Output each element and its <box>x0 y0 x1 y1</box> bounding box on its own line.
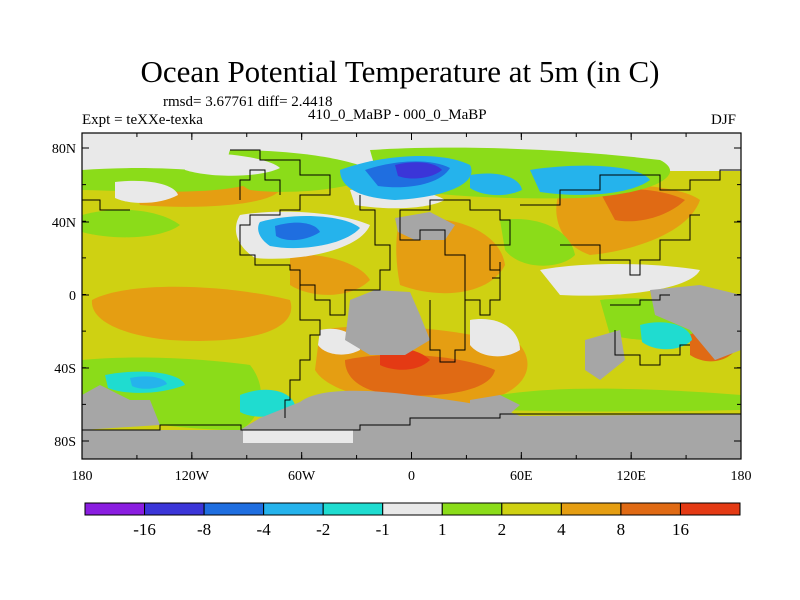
colorbar-label: -4 <box>257 520 272 539</box>
colorbar <box>84 502 741 516</box>
cool-patch <box>130 376 167 389</box>
y-tick-label: 80N <box>52 142 76 157</box>
period-label: 410_0_MaBP - 000_0_MaBP <box>308 107 487 123</box>
stats-text: rmsd= 3.67761 diff= 2.4418 <box>163 94 333 110</box>
x-tick-label: 60E <box>510 469 533 484</box>
colorbar-swatch <box>501 502 562 516</box>
y-tick-label: 40S <box>54 362 76 377</box>
land-patch <box>470 395 520 418</box>
cold-patch <box>395 162 442 179</box>
cool-patch <box>530 165 650 195</box>
colorbar-swatch <box>84 502 146 516</box>
season-label: DJF <box>711 112 737 128</box>
land-patch <box>650 285 741 360</box>
y-tick-label: 40N <box>52 216 76 231</box>
colorbar-swatch <box>263 502 324 516</box>
x-tick-label: 180 <box>731 469 752 484</box>
colorbar-swatch <box>203 502 265 516</box>
experiment-label: Expt = teXXe-texka <box>82 112 203 128</box>
colorbar-label: 16 <box>672 520 689 539</box>
colorbar-swatch <box>620 502 681 516</box>
mild-patch <box>82 209 180 238</box>
y-tick-label: 0 <box>69 289 76 304</box>
cool-patch <box>470 173 522 196</box>
warm-patch <box>91 286 292 341</box>
colorbar-swatch <box>679 502 741 516</box>
no-data-strip <box>243 430 353 443</box>
warm-patch-strong <box>600 189 685 222</box>
x-tick-label: 120W <box>175 469 210 484</box>
land-patch <box>395 212 455 240</box>
colorbar-label: -2 <box>316 520 330 539</box>
colorbar-label: -1 <box>376 520 390 539</box>
mild-patch <box>500 219 575 266</box>
neutral-patch <box>540 264 700 296</box>
plot-title: Ocean Potential Temperature at 5m (in C) <box>140 54 660 89</box>
colorbar-label: -8 <box>197 520 211 539</box>
colorbar-labels: -16 -8 -4 -2 -1 1 2 4 8 16 <box>133 520 689 539</box>
neutral-patch <box>470 319 520 357</box>
colorbar-label: 8 <box>617 520 626 539</box>
axis-tick-labels: 180 120W 60W 0 60E 120E 180 80N 40N 0 40S 80S <box>52 142 752 484</box>
colorbar-swatch <box>382 502 443 516</box>
x-tick-label: 0 <box>408 469 415 484</box>
colorbar-label: 4 <box>557 520 566 539</box>
map-field <box>82 133 741 459</box>
mild-patch <box>500 388 741 412</box>
coastlines <box>82 149 741 431</box>
axis-ticks <box>81 133 742 459</box>
colorbar-swatch <box>441 502 503 516</box>
colorbar-swatch <box>560 502 622 516</box>
colorbar-swatch <box>144 502 205 516</box>
x-tick-label: 120E <box>616 469 646 484</box>
land-patch <box>82 385 160 430</box>
colorbar-swatch <box>322 502 384 516</box>
colorbar-label: -16 <box>133 520 156 539</box>
x-tick-label: 60W <box>288 469 316 484</box>
colorbar-label: 2 <box>498 520 507 539</box>
y-tick-label: 80S <box>54 435 76 450</box>
colorbar-label: 1 <box>438 520 447 539</box>
x-tick-label: 180 <box>72 469 93 484</box>
cool-patch-strong <box>275 222 320 241</box>
land-south-america <box>345 290 430 355</box>
cool-patch <box>640 322 692 350</box>
neutral-patch <box>115 180 178 203</box>
